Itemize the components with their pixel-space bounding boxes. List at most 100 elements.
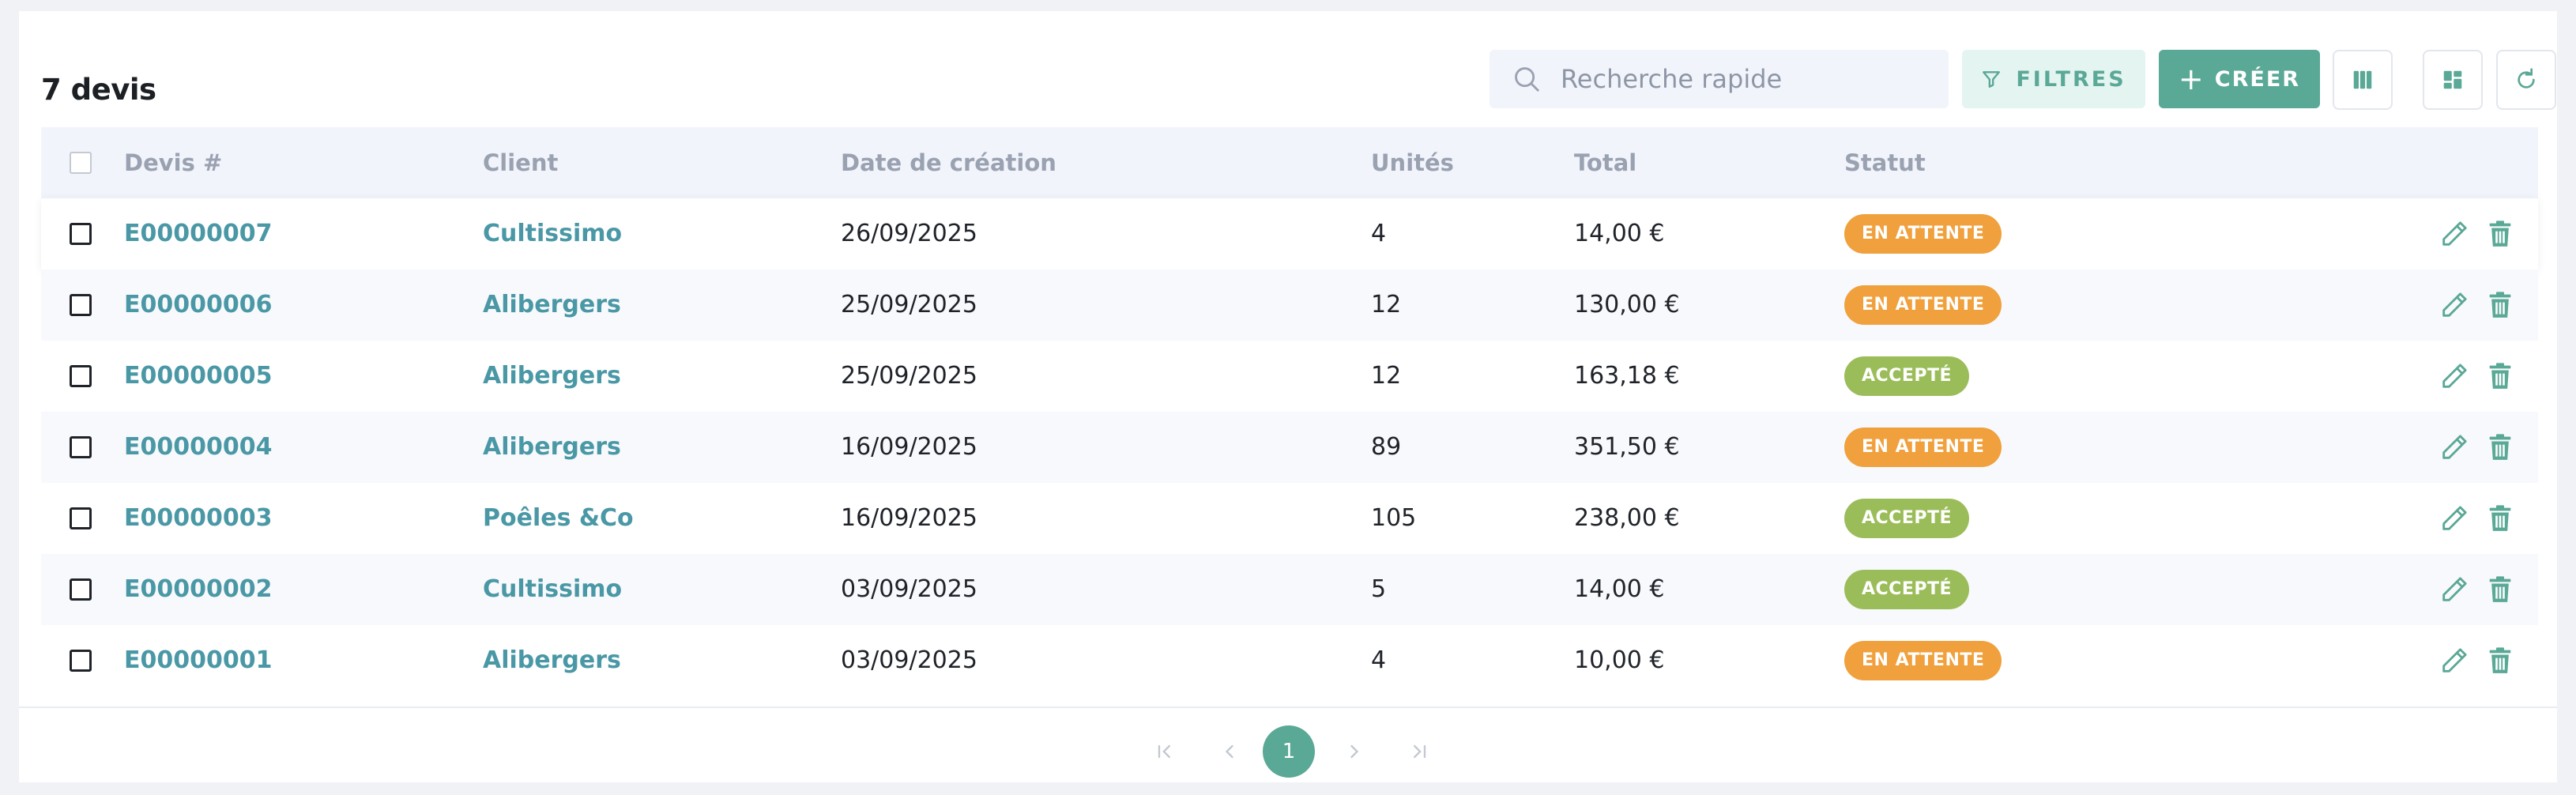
edit-pencil-icon <box>2442 435 2467 459</box>
quote-id-link[interactable]: E00000007 <box>124 220 273 247</box>
pagination: 1 <box>19 706 2557 795</box>
columns-button[interactable] <box>2333 50 2393 110</box>
layout-button[interactable] <box>2423 50 2483 110</box>
delete-button[interactable] <box>2484 503 2516 534</box>
columns-icon <box>2353 70 2372 89</box>
total-value: 351,50 € <box>1574 433 1680 461</box>
column-header-units[interactable]: Unités <box>1371 149 1454 176</box>
units-value: 89 <box>1371 433 1402 461</box>
last-page-button[interactable] <box>1403 725 1435 778</box>
trash-icon <box>2489 576 2511 602</box>
previous-page-button[interactable] <box>1214 725 1245 778</box>
client-link[interactable]: Alibergers <box>483 433 621 461</box>
table-row[interactable]: E00000007 Cultissimo 26/09/2025 4 14,00 … <box>41 198 2538 269</box>
first-page-button[interactable] <box>1149 725 1181 778</box>
quote-id-link[interactable]: E00000005 <box>124 362 273 390</box>
delete-button[interactable] <box>2484 574 2516 605</box>
client-link[interactable]: Cultissimo <box>483 220 623 247</box>
row-checkbox[interactable] <box>70 650 92 672</box>
quote-id-link[interactable]: E00000001 <box>124 646 273 674</box>
trash-icon <box>2489 292 2511 318</box>
client-link[interactable]: Alibergers <box>483 646 621 674</box>
quotes-panel: 7 devis Recherche rapide FILTRES + CRÉER… <box>19 11 2557 782</box>
row-checkbox[interactable] <box>70 507 92 529</box>
units-value: 105 <box>1371 504 1417 532</box>
search-placeholder: Recherche rapide <box>1561 64 1783 94</box>
row-actions <box>2424 412 2516 483</box>
next-page-button[interactable] <box>1339 725 1370 778</box>
quote-id-link[interactable]: E00000004 <box>124 433 273 461</box>
delete-button[interactable] <box>2484 289 2516 321</box>
plus-icon: + <box>2178 62 2205 96</box>
status-badge: EN ATTENTE <box>1844 641 2002 680</box>
edit-button[interactable] <box>2439 289 2470 321</box>
row-checkbox[interactable] <box>70 365 92 387</box>
table-row[interactable]: E00000005 Alibergers 25/09/2025 12 163,1… <box>41 341 2538 412</box>
table-header: Devis # Client Date de création Unités T… <box>41 127 2538 198</box>
client-link[interactable]: Alibergers <box>483 362 621 390</box>
edit-button[interactable] <box>2439 360 2470 392</box>
row-actions <box>2424 483 2516 554</box>
quote-id-link[interactable]: E00000006 <box>124 291 273 318</box>
table-row[interactable]: E00000003 Poêles &Co 16/09/2025 105 238,… <box>41 483 2538 554</box>
row-checkbox[interactable] <box>70 223 92 245</box>
chevron-right-icon <box>1350 744 1359 759</box>
total-value: 10,00 € <box>1574 646 1665 674</box>
column-header-total[interactable]: Total <box>1574 149 1637 176</box>
edit-pencil-icon <box>2442 364 2467 388</box>
total-value: 14,00 € <box>1574 220 1665 247</box>
creation-date: 25/09/2025 <box>841 291 977 318</box>
delete-button[interactable] <box>2484 431 2516 463</box>
refresh-icon <box>2518 68 2535 89</box>
trash-icon <box>2489 220 2511 247</box>
client-link[interactable]: Poêles &Co <box>483 504 634 532</box>
filters-button[interactable]: FILTRES <box>1962 50 2145 108</box>
table-row[interactable]: E00000001 Alibergers 03/09/2025 4 10,00 … <box>41 625 2538 696</box>
column-header-client[interactable]: Client <box>483 149 559 176</box>
quote-id-link[interactable]: E00000003 <box>124 504 273 532</box>
create-button[interactable]: + CRÉER <box>2159 50 2320 108</box>
client-link[interactable]: Cultissimo <box>483 575 623 603</box>
chevron-left-icon <box>1225 744 1233 759</box>
refresh-button[interactable] <box>2496 50 2556 110</box>
search-icon <box>1515 67 1539 92</box>
select-all-checkbox[interactable] <box>70 152 92 174</box>
creation-date: 03/09/2025 <box>841 575 977 603</box>
column-header-id[interactable]: Devis # <box>124 149 223 176</box>
create-label: CRÉER <box>2214 66 2301 92</box>
edit-button[interactable] <box>2439 503 2470 534</box>
row-checkbox[interactable] <box>70 436 92 458</box>
client-link[interactable]: Alibergers <box>483 291 621 318</box>
edit-pencil-icon <box>2442 577 2467 601</box>
search-input[interactable]: Recherche rapide <box>1489 50 1949 108</box>
status-badge: EN ATTENTE <box>1844 428 2002 467</box>
column-header-status[interactable]: Statut <box>1844 149 1926 176</box>
trash-icon <box>2489 505 2511 531</box>
table-row[interactable]: E00000002 Cultissimo 03/09/2025 5 14,00 … <box>41 554 2538 625</box>
row-actions <box>2424 341 2516 412</box>
delete-button[interactable] <box>2484 360 2516 392</box>
edit-button[interactable] <box>2439 218 2470 250</box>
edit-pencil-icon <box>2442 292 2467 317</box>
table-row[interactable]: E00000004 Alibergers 16/09/2025 89 351,5… <box>41 412 2538 483</box>
column-header-date[interactable]: Date de création <box>841 149 1056 176</box>
creation-date: 26/09/2025 <box>841 220 977 247</box>
delete-button[interactable] <box>2484 218 2516 250</box>
trash-icon <box>2489 434 2511 460</box>
edit-button[interactable] <box>2439 431 2470 463</box>
delete-button[interactable] <box>2484 645 2516 676</box>
total-value: 238,00 € <box>1574 504 1680 532</box>
trash-icon <box>2489 363 2511 389</box>
table-row[interactable]: E00000006 Alibergers 25/09/2025 12 130,0… <box>41 269 2538 341</box>
row-checkbox[interactable] <box>70 578 92 601</box>
page-1-button[interactable]: 1 <box>1263 725 1315 778</box>
total-value: 14,00 € <box>1574 575 1665 603</box>
row-actions <box>2424 198 2516 269</box>
last-page-icon <box>1414 744 1426 759</box>
row-actions <box>2424 269 2516 341</box>
row-checkbox[interactable] <box>70 294 92 316</box>
edit-button[interactable] <box>2439 574 2470 605</box>
filter-icon <box>1983 71 2001 88</box>
quote-id-link[interactable]: E00000002 <box>124 575 273 603</box>
edit-button[interactable] <box>2439 645 2470 676</box>
